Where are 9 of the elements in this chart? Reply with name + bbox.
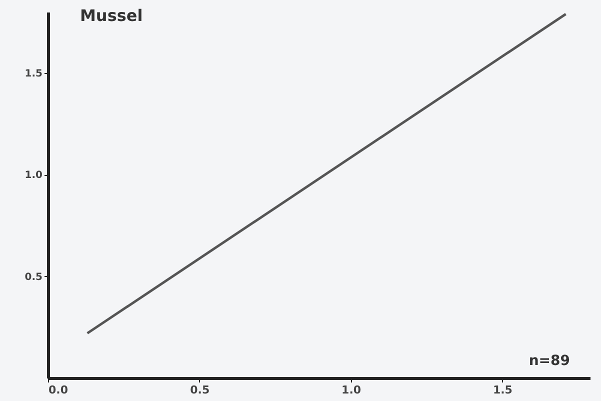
x-tick-label: 1.5: [492, 384, 512, 396]
x-tick-label: 1.0: [342, 384, 362, 396]
chart-title: Mussel: [80, 6, 143, 25]
x-tick-label: 0.5: [190, 384, 210, 396]
x-tick-label: 0.0: [48, 384, 68, 396]
y-tick-label: 1.5: [24, 68, 43, 80]
annotation: n=89: [528, 353, 570, 369]
y-tick-label: 0.5: [24, 272, 43, 283]
y-tick-label: 1.0: [24, 170, 43, 182]
